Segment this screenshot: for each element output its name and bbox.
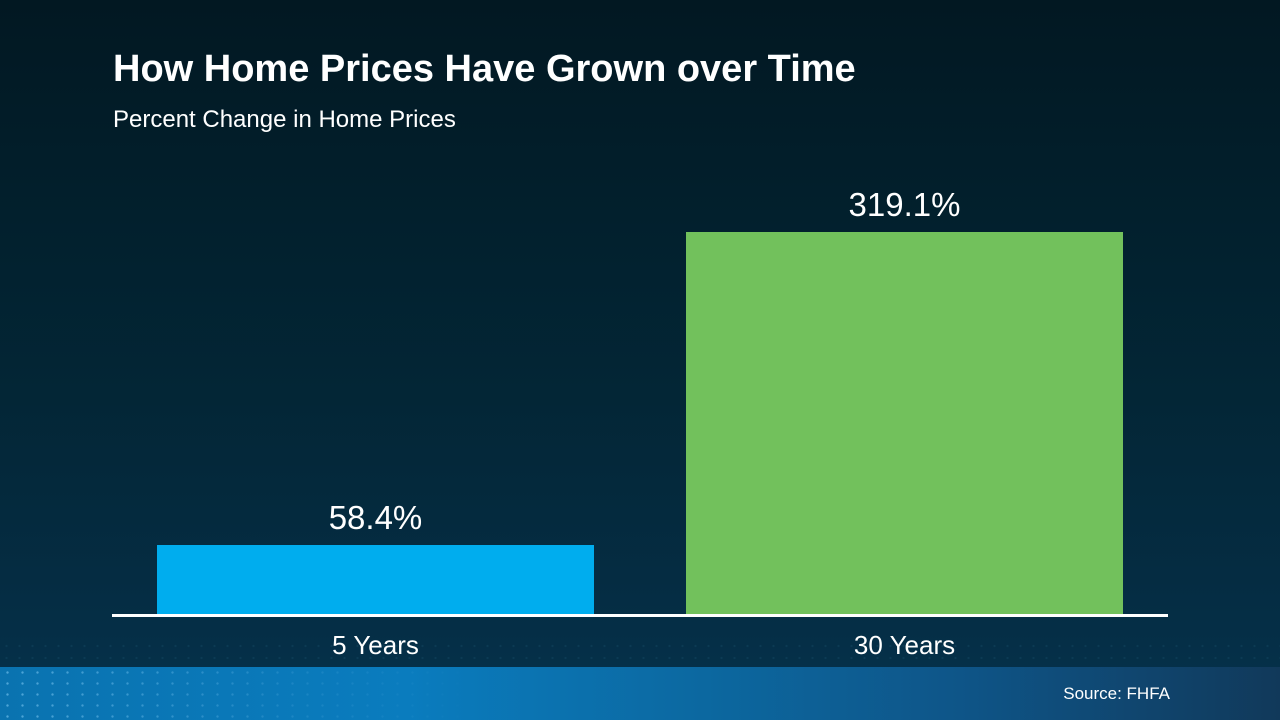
bar-group-30-years: 319.1% 30 Years — [686, 185, 1123, 660]
x-axis-label-5-years: 5 Years — [332, 630, 419, 660]
footer-band: Source: FHFA — [0, 667, 1280, 720]
chart-subtitle: Percent Change in Home Prices — [113, 106, 456, 133]
chart-title: How Home Prices Have Grown over Time — [113, 48, 856, 90]
value-label-30-years: 319.1% — [848, 185, 961, 223]
source-attribution: Source: FHFA — [1063, 683, 1170, 703]
x-axis-line — [112, 614, 1168, 617]
bar-5-years — [157, 545, 594, 615]
bar-30-years — [686, 232, 1123, 615]
bar-group-5-years: 58.4% 5 Years — [157, 498, 594, 660]
value-label-5-years: 58.4% — [328, 498, 423, 536]
x-axis-label-30-years: 30 Years — [853, 630, 956, 660]
bar-chart: 58.4% 5 Years 319.1% 30 Years — [112, 150, 1168, 660]
